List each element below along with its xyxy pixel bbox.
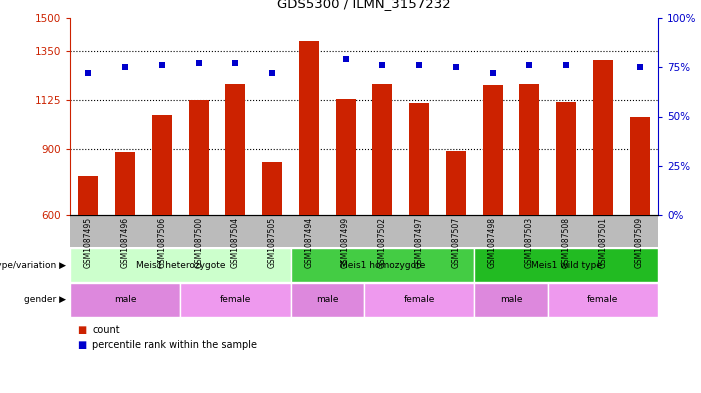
Text: male: male bbox=[316, 296, 339, 305]
Point bbox=[340, 56, 351, 62]
Text: GSM1087501: GSM1087501 bbox=[599, 217, 607, 268]
Point bbox=[119, 64, 130, 70]
Text: GSM1087503: GSM1087503 bbox=[525, 217, 534, 268]
Text: gender ▶: gender ▶ bbox=[25, 296, 67, 305]
Text: GSM1087505: GSM1087505 bbox=[268, 217, 277, 268]
Bar bbox=[262, 162, 283, 215]
Point bbox=[487, 70, 498, 76]
Text: female: female bbox=[587, 296, 618, 305]
Text: female: female bbox=[404, 296, 435, 305]
Point bbox=[524, 62, 535, 68]
Bar bbox=[593, 60, 613, 215]
Text: female: female bbox=[219, 296, 251, 305]
Text: GSM1087504: GSM1087504 bbox=[231, 217, 240, 268]
Text: ■: ■ bbox=[77, 325, 86, 335]
Point bbox=[634, 64, 645, 70]
Bar bbox=[189, 100, 209, 215]
Text: Meis1 homozygote: Meis1 homozygote bbox=[340, 261, 425, 270]
Text: male: male bbox=[114, 296, 137, 305]
Text: GSM1087500: GSM1087500 bbox=[194, 217, 203, 268]
Bar bbox=[152, 115, 172, 215]
Point bbox=[83, 70, 94, 76]
Bar bbox=[556, 102, 576, 215]
Text: percentile rank within the sample: percentile rank within the sample bbox=[93, 340, 257, 350]
Point bbox=[597, 62, 608, 68]
Text: GSM1087509: GSM1087509 bbox=[635, 217, 644, 268]
Point bbox=[266, 70, 278, 76]
Point bbox=[304, 70, 315, 76]
Text: GSM1087499: GSM1087499 bbox=[341, 217, 350, 268]
Point bbox=[450, 64, 461, 70]
Bar bbox=[372, 84, 393, 215]
Text: GSM1087498: GSM1087498 bbox=[488, 217, 497, 268]
Bar bbox=[225, 84, 245, 215]
Text: male: male bbox=[500, 296, 522, 305]
Point bbox=[230, 60, 241, 66]
Text: GSM1087494: GSM1087494 bbox=[304, 217, 313, 268]
Point bbox=[156, 62, 168, 68]
Text: GSM1087506: GSM1087506 bbox=[158, 217, 166, 268]
Bar bbox=[299, 41, 319, 215]
Bar bbox=[79, 176, 98, 215]
Bar bbox=[336, 99, 355, 215]
Text: GSM1087495: GSM1087495 bbox=[84, 217, 93, 268]
Bar bbox=[115, 152, 135, 215]
Text: GSM1087496: GSM1087496 bbox=[121, 217, 130, 268]
Text: Meis1 heterozygote: Meis1 heterozygote bbox=[135, 261, 225, 270]
Text: GSM1087507: GSM1087507 bbox=[451, 217, 461, 268]
Text: GSM1087508: GSM1087508 bbox=[562, 217, 571, 268]
Bar bbox=[629, 116, 650, 215]
Bar bbox=[482, 85, 503, 215]
Point bbox=[376, 62, 388, 68]
Text: genotype/variation ▶: genotype/variation ▶ bbox=[0, 261, 67, 270]
Text: ■: ■ bbox=[77, 340, 86, 350]
Text: GDS5300 / ILMN_3157232: GDS5300 / ILMN_3157232 bbox=[277, 0, 451, 10]
Point bbox=[193, 60, 204, 66]
Text: GSM1087502: GSM1087502 bbox=[378, 217, 387, 268]
Bar bbox=[446, 151, 466, 215]
Bar bbox=[519, 84, 540, 215]
Text: count: count bbox=[93, 325, 120, 335]
Bar bbox=[409, 103, 429, 215]
Point bbox=[414, 62, 425, 68]
Point bbox=[561, 62, 572, 68]
Text: GSM1087497: GSM1087497 bbox=[414, 217, 423, 268]
Text: Meis1 wild type: Meis1 wild type bbox=[531, 261, 601, 270]
